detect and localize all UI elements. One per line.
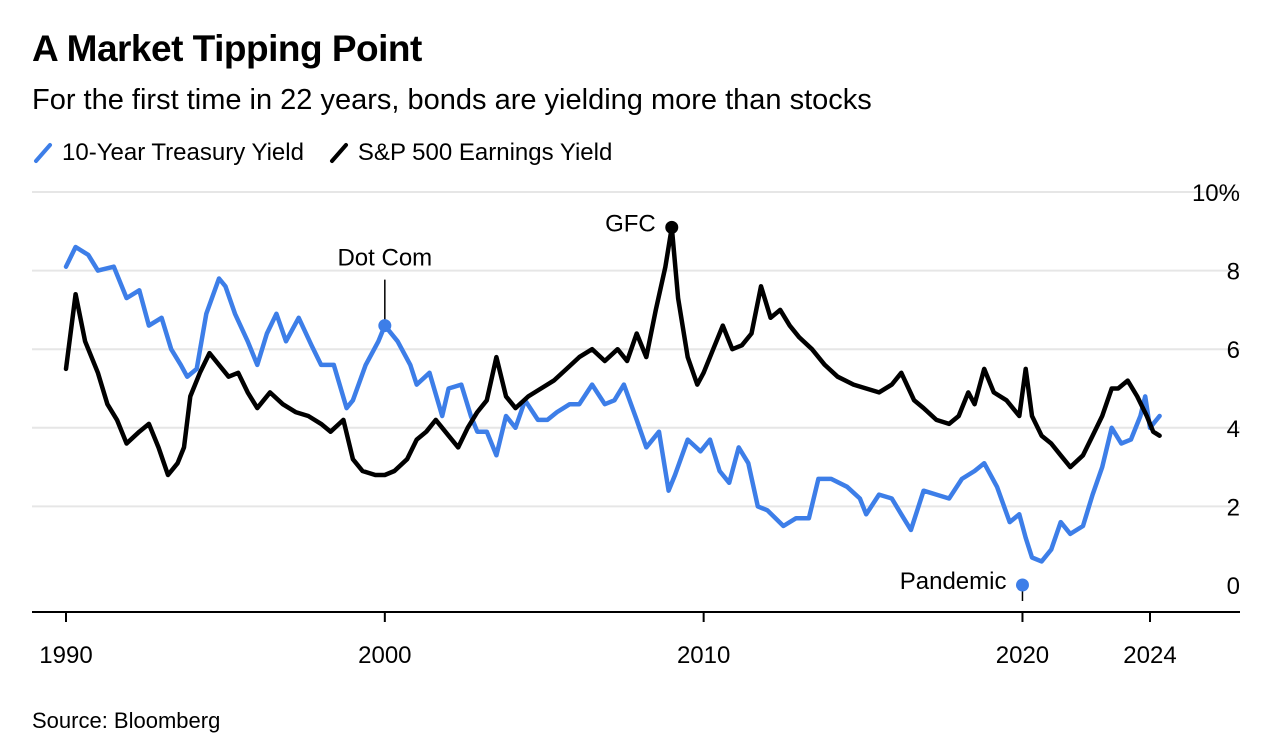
- annotations: Dot Com GFC Pandemic: [337, 210, 1029, 601]
- y-tick-label: 10%: [1192, 180, 1240, 207]
- chart-subtitle: For the first time in 22 years, bonds ar…: [32, 84, 872, 116]
- legend-swatch-treasury-icon: [34, 143, 52, 163]
- annotation-label: Pandemic: [900, 568, 1007, 595]
- x-tick-label: 1990: [39, 642, 92, 669]
- y-tick-label: 6: [1227, 337, 1240, 364]
- y-tick-label: 0: [1227, 573, 1240, 600]
- axes: 0 2 4 6 8 10% 1990 2000 2010 2020 2024: [32, 180, 1240, 669]
- annotation-label: Dot Com: [337, 245, 432, 272]
- legend-label-treasury: 10-Year Treasury Yield: [62, 139, 304, 166]
- series-line-treasury: [63, 244, 1162, 564]
- chart-title: A Market Tipping Point: [32, 28, 422, 69]
- x-tick-label: 2010: [677, 642, 730, 669]
- legend-item-treasury: 10-Year Treasury Yield: [32, 139, 304, 167]
- chart-legend: 10-Year Treasury Yield S&P 500 Earnings …: [32, 139, 636, 167]
- legend-swatch-earnings-icon: [329, 143, 348, 163]
- line-chart: Dot Com GFC Pandemic 0 2 4 6 8 10% 1990 2000 2010 2…: [32, 180, 1240, 669]
- y-tick-label: 4: [1227, 416, 1240, 443]
- legend-label-earnings: S&P 500 Earnings Yield: [357, 139, 613, 166]
- series-lines: [63, 225, 1162, 564]
- annotation-marker: [378, 319, 392, 333]
- x-tick-label: 2000: [358, 642, 411, 669]
- y-tick-label: 8: [1227, 259, 1240, 286]
- annotation-label: GFC: [605, 210, 656, 237]
- annotation-marker: [665, 220, 679, 234]
- y-tick-label: 2: [1227, 494, 1240, 521]
- annotation-marker: [1015, 578, 1029, 592]
- source-note: Source: Bloomberg: [32, 708, 221, 733]
- series-line-earnings: [63, 225, 1162, 478]
- x-tick-label: 2024: [1123, 642, 1176, 669]
- gridlines: [32, 191, 1240, 508]
- x-tick-label: 2020: [996, 642, 1049, 669]
- legend-item-earnings: S&P 500 Earnings Yield: [328, 139, 612, 167]
